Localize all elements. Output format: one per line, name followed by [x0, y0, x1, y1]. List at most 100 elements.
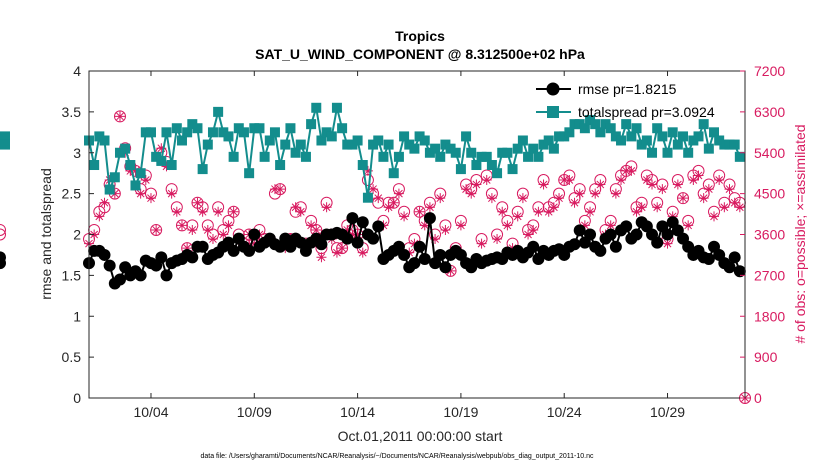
assimilated-obs-point — [543, 206, 554, 217]
assimilated-obs-point — [182, 243, 193, 254]
totalspread-point — [492, 168, 503, 179]
assimilated-obs-point — [538, 179, 549, 190]
assimilated-obs-point — [502, 220, 513, 231]
totalspread-point — [554, 131, 565, 142]
totalspread-point — [89, 160, 100, 171]
assimilated-obs-point — [352, 229, 363, 240]
totalspread-point — [636, 139, 647, 150]
y-axis-label-right: # of obs: o=possible; ×=assimilated — [792, 124, 808, 343]
totalspread-point — [512, 143, 523, 154]
totalspread-point — [647, 147, 658, 158]
possible-obs-point — [150, 223, 163, 236]
totalspread-point — [182, 127, 193, 138]
assimilated-obs-point — [109, 188, 120, 199]
y-right-tick-label: 4500 — [754, 186, 785, 202]
totalspread-point — [466, 147, 477, 158]
totalspread-point — [564, 127, 575, 138]
totalspread-point — [502, 147, 513, 158]
totalspread-point — [605, 123, 616, 134]
totalspread-point — [430, 143, 441, 154]
assimilated-obs-point — [218, 229, 229, 240]
assimilated-obs-point — [207, 234, 218, 245]
possible-obs-point — [175, 219, 188, 232]
assimilated-obs-point — [455, 220, 466, 231]
x-tick-label: 10/19 — [443, 404, 478, 420]
assimilated-obs-point — [590, 188, 601, 199]
assimilated-obs-point — [331, 247, 342, 258]
y-axis-label-left: rmse and totalspread — [38, 168, 54, 300]
assimilated-obs-point — [616, 175, 627, 185]
totalspread-point — [264, 135, 275, 146]
totalspread-point — [471, 160, 482, 171]
rmse-point — [630, 228, 643, 241]
assimilated-obs-point — [445, 265, 456, 276]
totalspread-point — [176, 135, 187, 146]
assimilated-obs-point — [409, 238, 420, 249]
assimilated-obs-point — [481, 175, 492, 185]
assimilated-obs-point — [672, 179, 683, 190]
assimilated-obs-point — [719, 202, 730, 213]
totalspread-point — [300, 151, 311, 162]
y-right-tick-label: 900 — [754, 349, 778, 365]
y-right-tick-label: 2700 — [754, 267, 785, 283]
totalspread-point — [347, 139, 358, 150]
assimilated-obs-point — [125, 165, 136, 176]
totalspread-point — [290, 147, 301, 158]
assimilated-obs-point — [559, 175, 570, 185]
totalspread-point — [187, 119, 198, 130]
totalspread-point — [698, 119, 709, 130]
rmse-point — [661, 228, 674, 241]
assimilated-obs-point — [585, 206, 596, 217]
legend: rmse pr=1.8215 totalspread pr=3.0924 — [536, 81, 715, 120]
assimilated-obs-point — [471, 179, 482, 190]
totalspread-point — [207, 127, 218, 138]
totalspread-point — [156, 155, 167, 166]
totalspread-point — [362, 192, 373, 203]
assimilated-obs-point — [440, 224, 451, 235]
assimilated-obs-point — [176, 220, 187, 231]
assimilated-obs-point — [197, 206, 208, 217]
totalspread-point — [130, 180, 141, 191]
totalspread-point — [610, 131, 621, 142]
rmse-point — [398, 248, 411, 261]
rmse-point — [103, 259, 116, 272]
assimilated-obs-point — [486, 193, 497, 204]
totalspread-point — [476, 151, 487, 162]
assimilated-obs-point — [213, 206, 224, 217]
y-left-tick-label: 0 — [73, 390, 81, 406]
assimilated-obs-point — [492, 234, 503, 245]
totalspread-point — [228, 151, 239, 162]
assimilated-obs-point — [166, 188, 177, 199]
totalspread-point — [135, 168, 146, 179]
totalspread-point — [517, 135, 528, 146]
x-axis-label: Oct.01,2011 00:00:00 start — [338, 428, 503, 444]
totalspread-point — [0, 139, 10, 150]
y-left-tick-label: 2.5 — [62, 186, 82, 202]
totalspread-point — [631, 123, 642, 134]
assimilated-obs-point — [140, 175, 151, 185]
assimilated-obs-point — [631, 206, 642, 217]
rmse-point — [372, 220, 385, 233]
totalspread-point — [0, 131, 10, 142]
totalspread-point — [94, 131, 105, 142]
assimilated-obs-point — [476, 238, 487, 249]
totalspread-point — [414, 131, 425, 142]
x-tick-label: 10/14 — [340, 404, 375, 420]
rmse-point — [604, 228, 617, 241]
totalspread-point — [538, 139, 549, 150]
series-layer — [0, 103, 751, 404]
ticks-layer: 0 900 1800 2700 3600 4500 5400 6300 7200 0 0.5 1 1.5… — [62, 63, 786, 420]
assimilated-obs-point — [135, 188, 146, 199]
totalspread-point — [688, 135, 699, 146]
totalspread-point — [543, 135, 554, 146]
assimilated-obs-point — [652, 202, 663, 213]
totalspread-point — [357, 160, 368, 171]
assimilated-obs-point — [512, 211, 523, 222]
assimilated-obs-point — [373, 193, 384, 204]
assimilated-obs-point — [626, 165, 637, 176]
assimilated-obs-point — [342, 224, 353, 235]
totalspread-point — [404, 139, 415, 150]
totalspread-point — [202, 139, 213, 150]
assimilated-obs-point — [362, 165, 373, 176]
assimilated-obs-point — [249, 238, 260, 249]
